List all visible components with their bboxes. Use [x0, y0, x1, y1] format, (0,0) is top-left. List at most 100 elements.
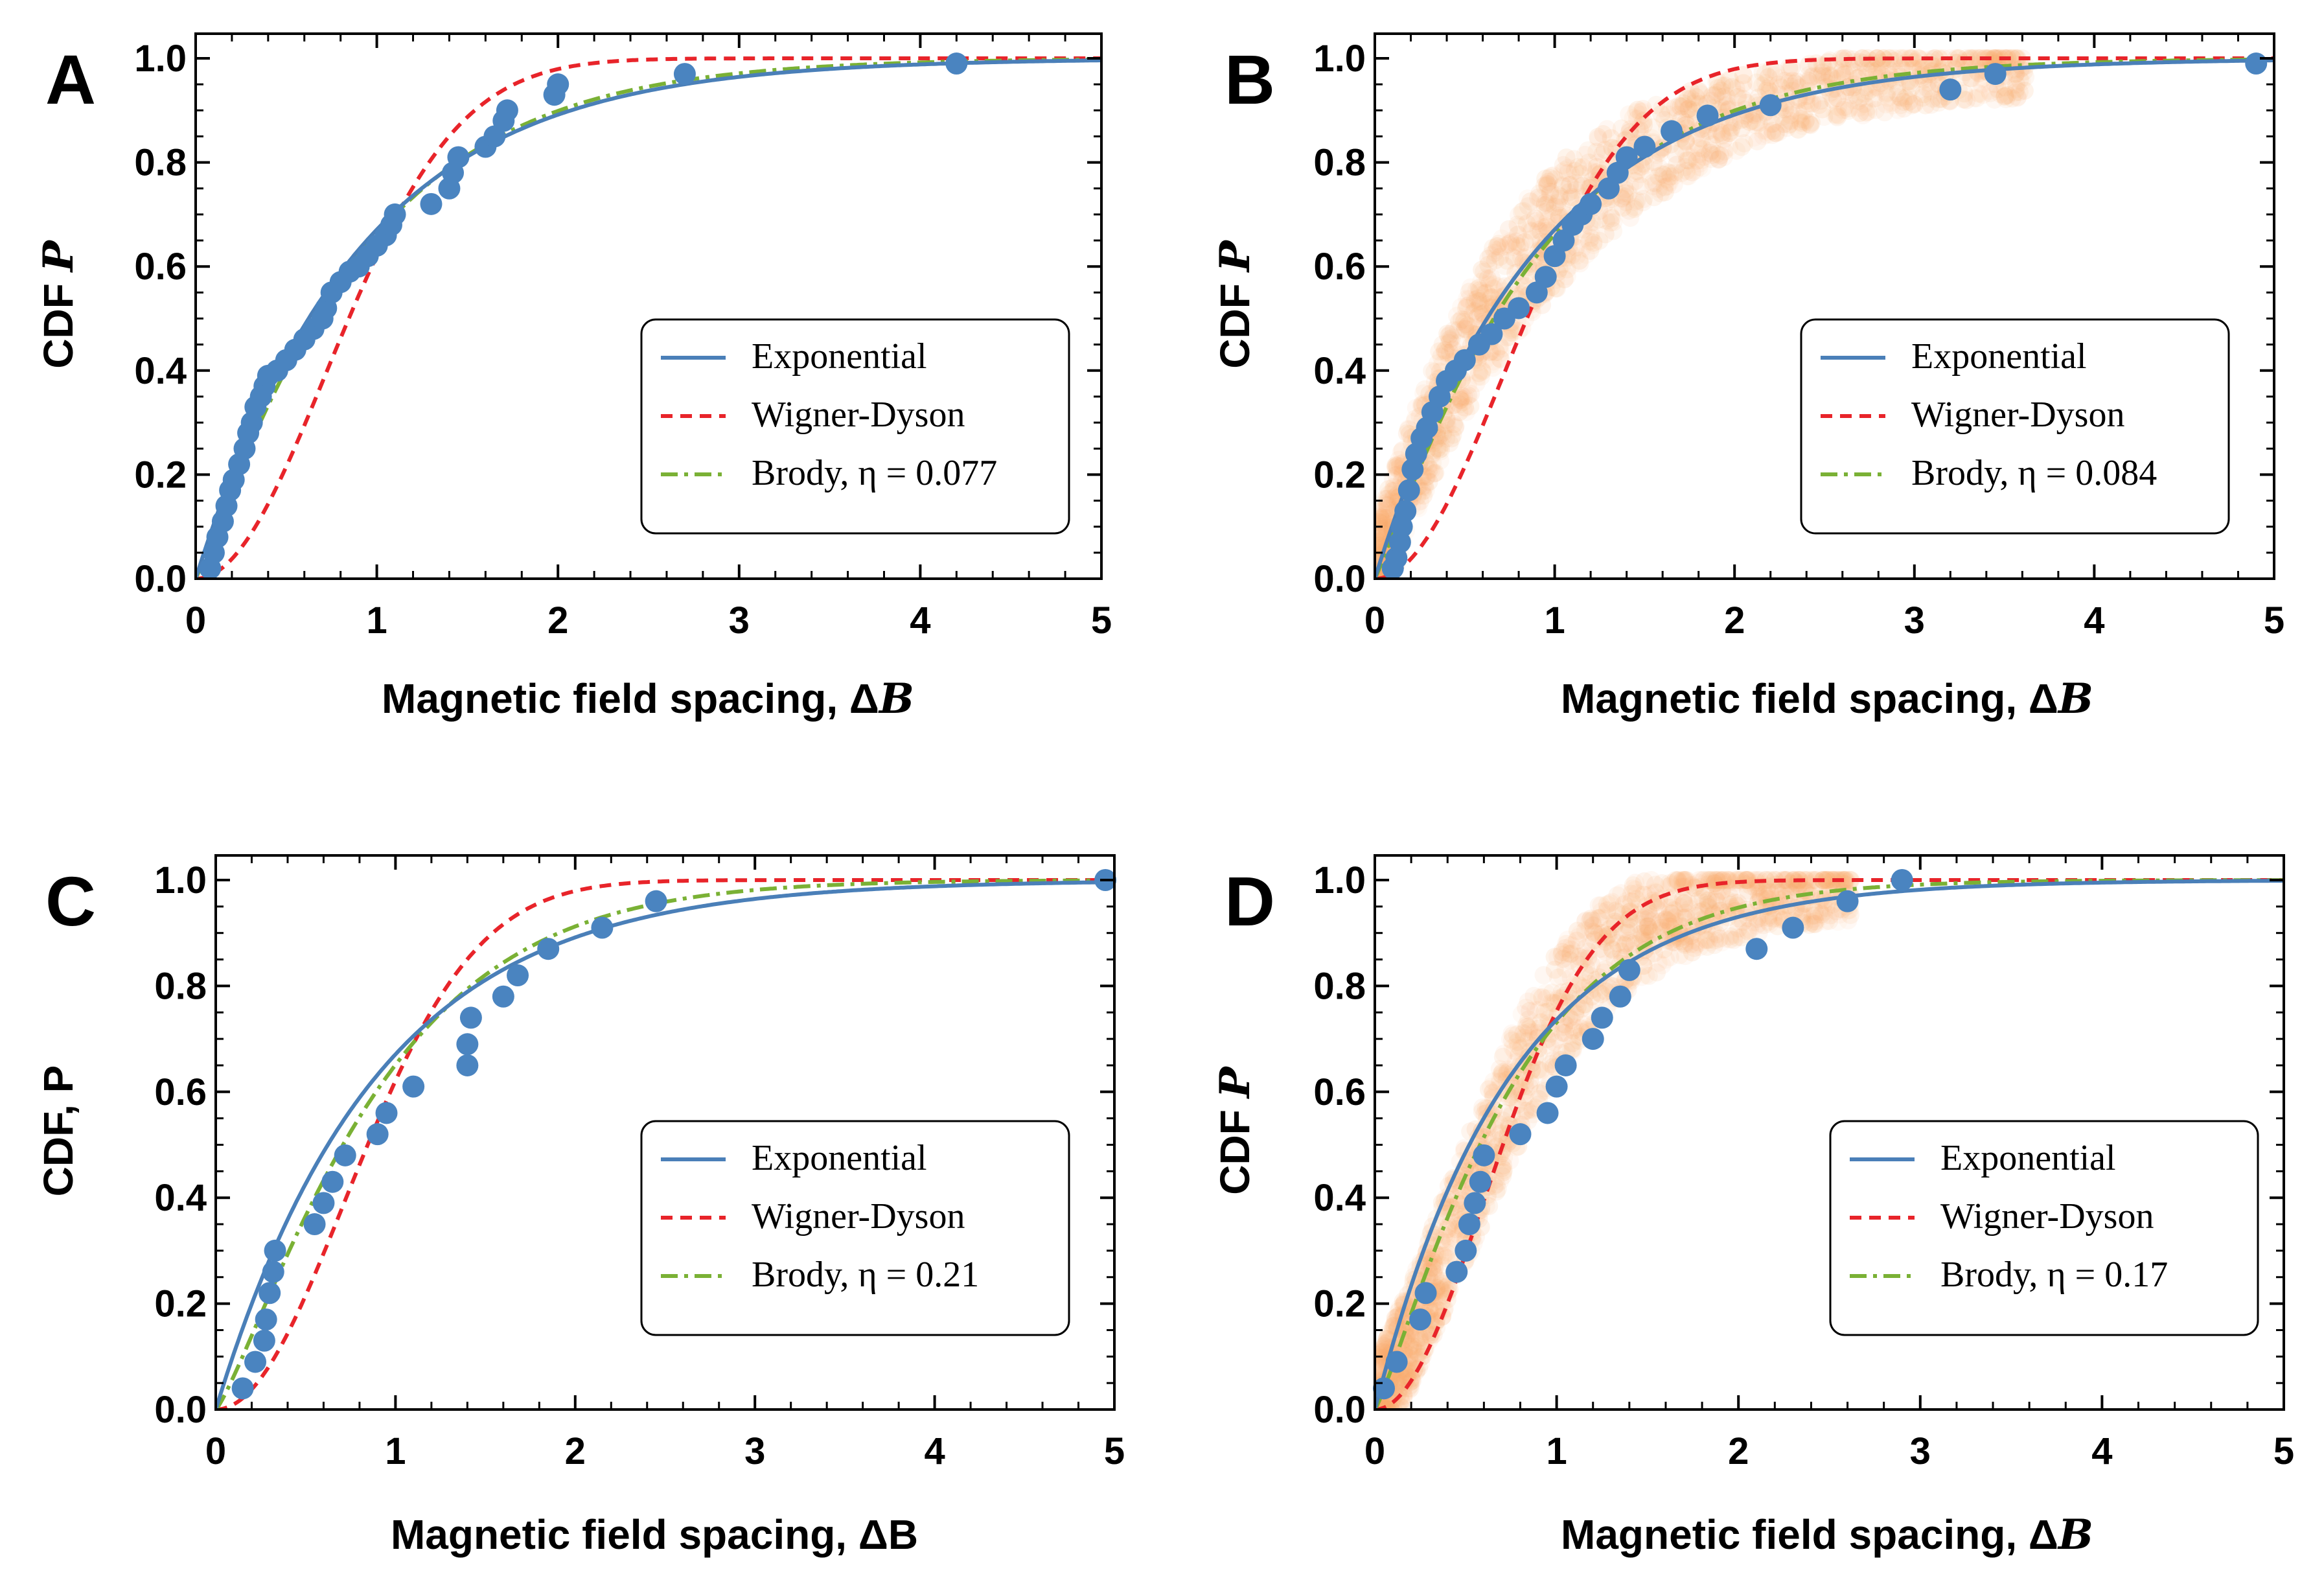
cloud-point: [1563, 1039, 1582, 1058]
cloud-point: [1818, 871, 1837, 889]
cloud-point: [1438, 1284, 1457, 1303]
cloud-point: [1434, 423, 1453, 442]
cloud-point: [1668, 872, 1686, 890]
cloud-point: [1536, 196, 1554, 215]
cloud-point: [1828, 108, 1847, 126]
cloud-point: [1721, 930, 1740, 949]
cloud-point: [1728, 87, 1747, 106]
data-point: [1455, 1239, 1477, 1262]
cloud-point: [1500, 327, 1519, 346]
cloud-point: [1685, 878, 1703, 897]
cloud-point: [1723, 78, 1742, 97]
cloud-point: [1465, 302, 1484, 321]
cloud-point: [1436, 341, 1455, 360]
cloud-point: [1727, 871, 1746, 889]
cloud-point: [1771, 69, 1789, 87]
cloud-point: [1459, 386, 1478, 405]
cloud-point: [1419, 461, 1438, 480]
cloud-point: [1690, 157, 1708, 176]
cloud-point: [1662, 876, 1681, 894]
cloud-point: [1425, 1257, 1444, 1276]
cloud-point: [1452, 297, 1471, 316]
cloud-point: [1530, 214, 1548, 233]
data-point: [645, 890, 667, 912]
cloud-point: [1475, 294, 1493, 313]
cloud-point: [1677, 903, 1696, 922]
cloud-point: [1438, 416, 1456, 434]
cloud-point: [1679, 167, 1698, 185]
cloud-point: [1384, 1400, 1403, 1410]
cloud-point: [1515, 248, 1534, 267]
cloud-point: [1375, 511, 1392, 529]
cloud-point: [1821, 66, 1839, 85]
data-point: [1458, 1213, 1480, 1236]
cloud-point: [1775, 71, 1794, 90]
cloud-point: [1712, 933, 1731, 952]
cloud-point: [1529, 220, 1548, 239]
cloud-point: [1527, 212, 1546, 231]
cloud-point: [1634, 885, 1653, 904]
cloud-point: [1501, 233, 1520, 252]
cloud-point: [1483, 1131, 1502, 1149]
cloud-point: [1435, 343, 1454, 362]
cloud-point: [1542, 167, 1560, 185]
cloud-point: [1703, 146, 1722, 165]
cloud-point: [1484, 352, 1503, 371]
cloud-point: [1628, 120, 1646, 139]
x-tick-label: 1: [1546, 1430, 1567, 1472]
y-tick-label: 0.6: [134, 246, 187, 288]
cloud-point: [1732, 928, 1751, 947]
cloud-point: [1456, 315, 1475, 334]
cloud-point: [1780, 115, 1799, 133]
cloud-point: [1674, 871, 1692, 889]
cloud-point: [1652, 918, 1671, 937]
cloud-point: [1579, 942, 1598, 961]
y-tick-label: 1.0: [1313, 859, 1366, 901]
cloud-point: [1563, 1034, 1582, 1052]
cloud-point: [1915, 85, 1933, 104]
cloud-point: [1855, 84, 1874, 103]
data-point: [945, 52, 968, 75]
cloud-point: [1814, 57, 1833, 76]
cloud-point: [1815, 67, 1834, 86]
cloud-point: [1725, 931, 1743, 949]
cloud-point: [1518, 189, 1537, 208]
x-tick-label: 2: [547, 599, 568, 642]
cloud-point: [1430, 342, 1449, 361]
cloud-point: [1619, 931, 1638, 950]
cloud-point: [1484, 275, 1503, 294]
cloud-point: [1642, 871, 1661, 889]
cloud-point: [1466, 290, 1484, 309]
cloud-point: [1550, 186, 1568, 205]
cloud-point: [1410, 1329, 1429, 1347]
y-tick-label: 1.0: [134, 38, 187, 80]
cloud-point: [1690, 145, 1708, 163]
cloud-point: [1769, 75, 1788, 94]
cloud-point: [1592, 909, 1611, 927]
cloud-point: [1749, 892, 1768, 911]
data-point: [244, 1351, 267, 1373]
cloud-point: [1432, 439, 1451, 458]
cloud-point: [1424, 1252, 1443, 1271]
cloud-point: [1538, 194, 1556, 213]
x-axis-label: Magnetic field spacing, ΔB: [1561, 1511, 2093, 1559]
cloud-point: [1842, 86, 1861, 104]
cloud-point: [1679, 100, 1697, 119]
cloud-point: [1607, 901, 1626, 920]
cloud-point: [1576, 145, 1594, 164]
cloud-point: [1789, 106, 1808, 125]
cloud-point: [1832, 49, 1850, 68]
data-point: [496, 99, 518, 122]
cloud-point: [1556, 161, 1574, 180]
x-tick-label: 3: [1910, 1430, 1931, 1472]
cloud-point: [1457, 320, 1476, 339]
cloud-point: [1375, 494, 1393, 513]
cloud-point: [1512, 234, 1530, 253]
cloud-point: [1813, 63, 1832, 82]
cloud-point: [1375, 520, 1388, 539]
cloud-point: [1909, 49, 1928, 67]
cloud-point: [1868, 49, 1887, 67]
cloud-point: [1688, 151, 1707, 170]
cloud-point: [1644, 894, 1662, 912]
cloud-point: [1402, 1328, 1421, 1347]
